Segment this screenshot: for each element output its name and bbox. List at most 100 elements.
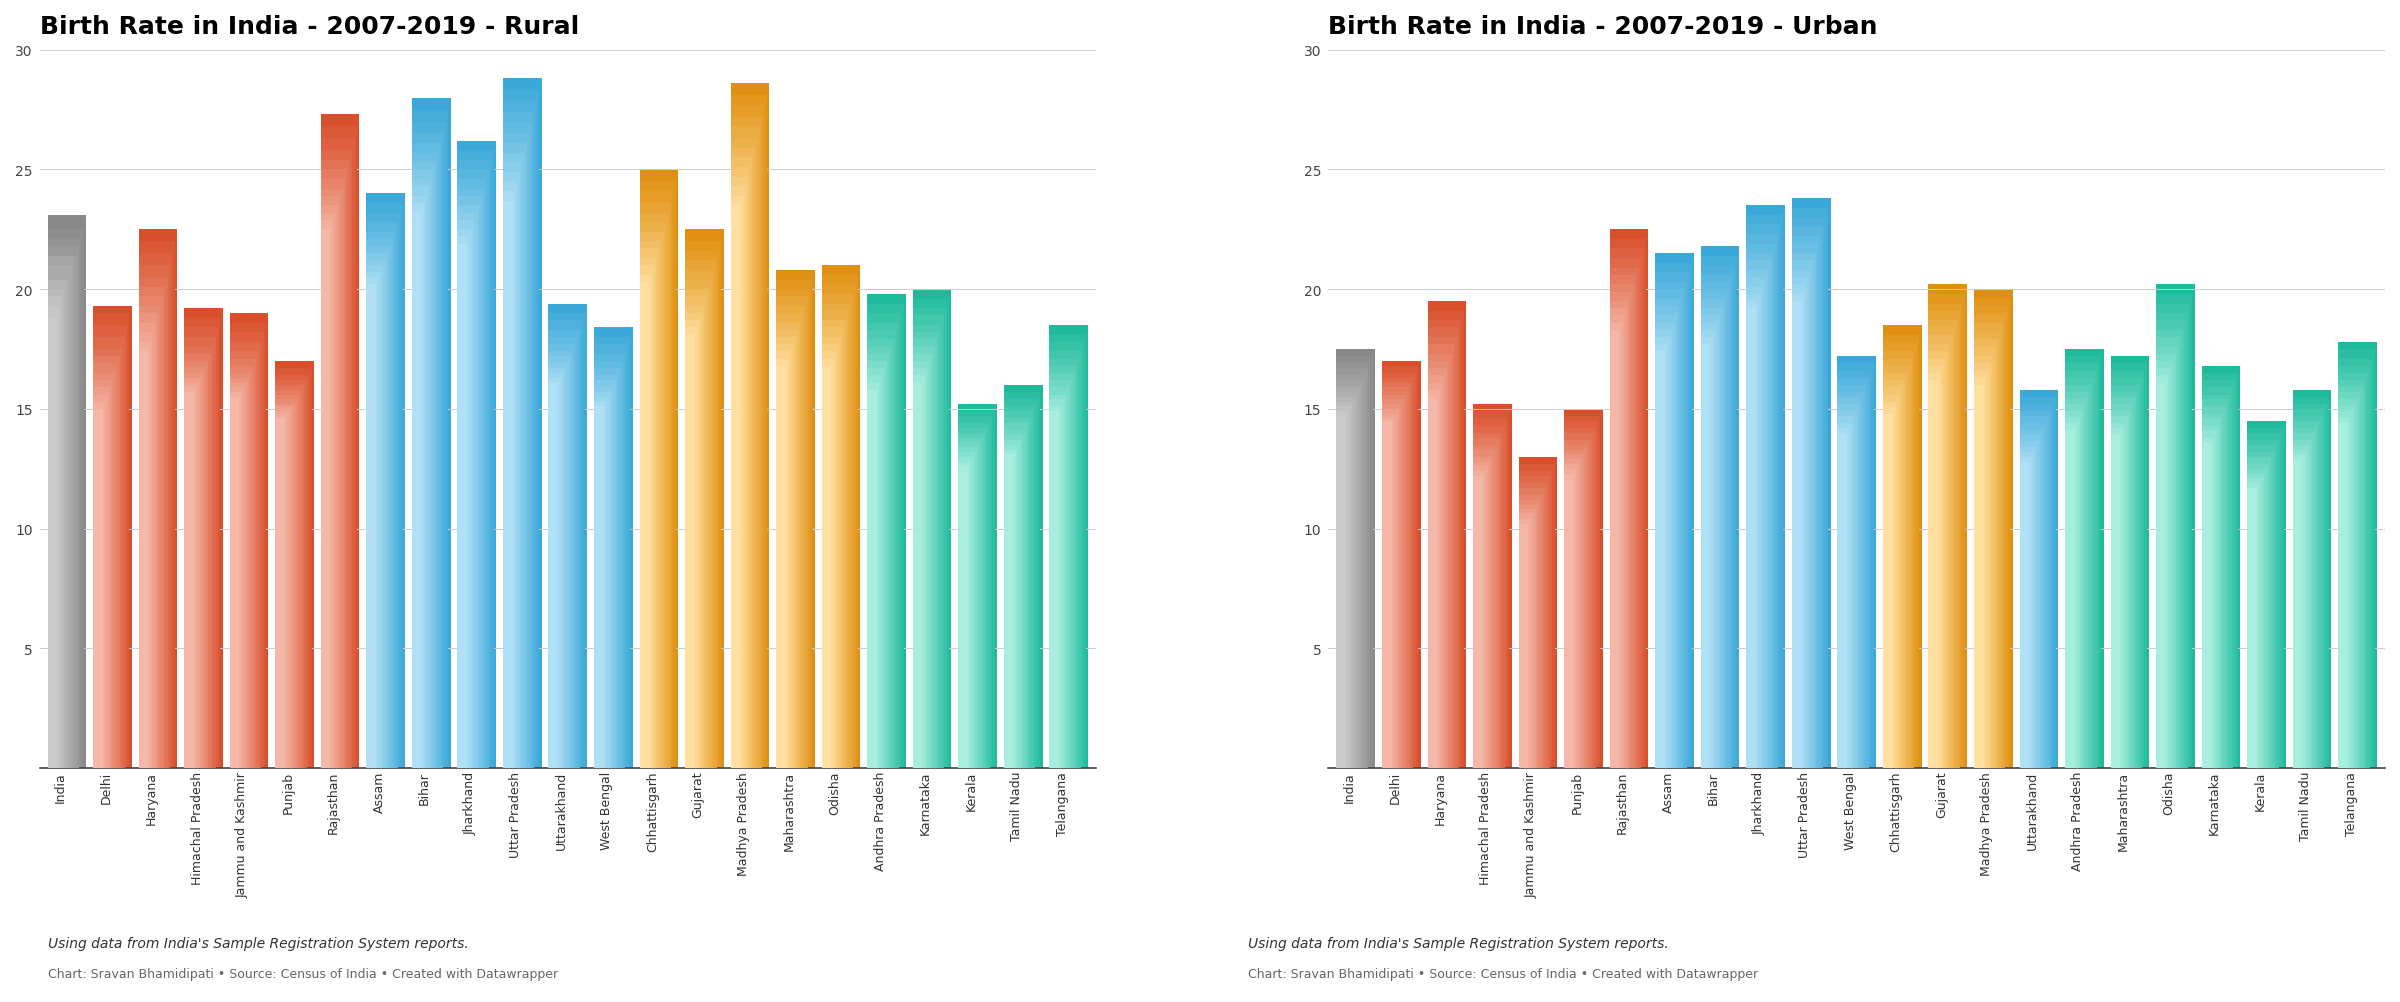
Bar	[866, 331, 895, 769]
Bar	[1382, 422, 1392, 769]
Bar	[367, 254, 389, 769]
Bar	[1474, 445, 1498, 769]
Bar	[2155, 285, 2196, 769]
Bar	[230, 343, 262, 769]
Bar	[504, 113, 535, 769]
Bar	[2246, 422, 2285, 769]
Bar	[1003, 419, 1030, 769]
Bar	[2292, 410, 2323, 769]
Bar	[94, 357, 120, 769]
Bar	[458, 160, 492, 769]
Text: Chart: Sravan Bhamidipati • Source: Census of India • Created with Datawrapper: Chart: Sravan Bhamidipati • Source: Cens…	[1248, 967, 1759, 980]
Bar	[730, 187, 744, 769]
Bar	[1975, 333, 2002, 769]
Bar	[1884, 407, 1896, 769]
Bar	[48, 281, 67, 769]
Bar	[1838, 417, 1855, 769]
Bar	[1702, 276, 1733, 769]
Bar	[458, 230, 473, 769]
Bar	[367, 274, 382, 769]
Bar	[1747, 262, 1771, 769]
Bar	[230, 360, 257, 769]
Bar	[413, 153, 439, 769]
Bar	[2018, 398, 2057, 769]
Bar	[2292, 405, 2326, 769]
Bar	[276, 414, 288, 769]
Bar	[1610, 276, 1637, 769]
Bar	[1519, 510, 1536, 769]
Bar	[595, 402, 607, 769]
Bar	[458, 213, 478, 769]
Bar	[550, 331, 581, 769]
Bar	[1747, 288, 1764, 769]
Bar	[550, 383, 559, 769]
Bar	[2338, 367, 2369, 769]
Bar	[775, 271, 816, 769]
Bar	[139, 314, 158, 769]
Bar	[1049, 367, 1075, 769]
Bar	[550, 374, 564, 769]
Bar	[1793, 285, 1807, 769]
Bar	[367, 266, 384, 769]
Bar	[775, 367, 785, 769]
Bar	[48, 257, 74, 769]
Bar	[139, 266, 170, 769]
Bar	[458, 196, 482, 769]
Bar	[1930, 312, 1961, 769]
Bar	[866, 340, 893, 769]
Bar	[2064, 386, 2093, 769]
Bar	[1428, 362, 1450, 769]
Bar	[230, 383, 247, 769]
Bar	[2110, 398, 2136, 769]
Bar	[367, 246, 391, 769]
Bar	[322, 220, 334, 769]
Bar	[139, 230, 178, 769]
Bar	[2338, 393, 2359, 769]
Bar	[1838, 434, 1848, 769]
Bar	[1930, 360, 1946, 769]
Bar	[638, 259, 658, 769]
Bar	[595, 381, 617, 769]
Bar	[958, 405, 996, 769]
Bar	[1793, 244, 1819, 769]
Bar	[2064, 393, 2090, 769]
Bar	[504, 101, 538, 769]
Bar	[2246, 465, 2268, 769]
Bar	[1793, 227, 1824, 769]
Bar	[185, 374, 204, 769]
Bar	[2201, 374, 2237, 769]
Bar	[1610, 331, 1620, 769]
Bar	[2201, 407, 2225, 769]
Bar	[185, 338, 216, 769]
Bar	[1382, 419, 1394, 769]
Bar	[1003, 450, 1015, 769]
Bar	[1519, 515, 1534, 769]
Bar	[2201, 367, 2242, 769]
Bar	[458, 220, 475, 769]
Bar	[2155, 305, 2191, 769]
Bar	[1382, 379, 1414, 769]
Bar	[185, 328, 218, 769]
Bar	[139, 333, 154, 769]
Bar	[1382, 374, 1416, 769]
Bar	[730, 96, 768, 769]
Bar	[276, 369, 312, 769]
Bar	[1656, 307, 1680, 769]
Bar	[367, 203, 403, 769]
Bar	[2292, 460, 2302, 769]
Bar	[504, 122, 533, 769]
Text: Birth Rate in India - 2007-2019 - Urban: Birth Rate in India - 2007-2019 - Urban	[1330, 15, 1877, 39]
Bar	[638, 242, 662, 769]
Bar	[2064, 350, 2105, 769]
Bar	[230, 398, 240, 769]
Bar	[2110, 424, 2124, 769]
Bar	[550, 369, 566, 769]
Bar	[958, 453, 974, 769]
Bar	[595, 369, 622, 769]
Bar	[1702, 317, 1721, 769]
Bar	[94, 381, 113, 769]
Bar	[1428, 338, 1457, 769]
Bar	[1337, 402, 1354, 769]
Bar	[1610, 249, 1644, 769]
Bar	[2110, 357, 2150, 769]
